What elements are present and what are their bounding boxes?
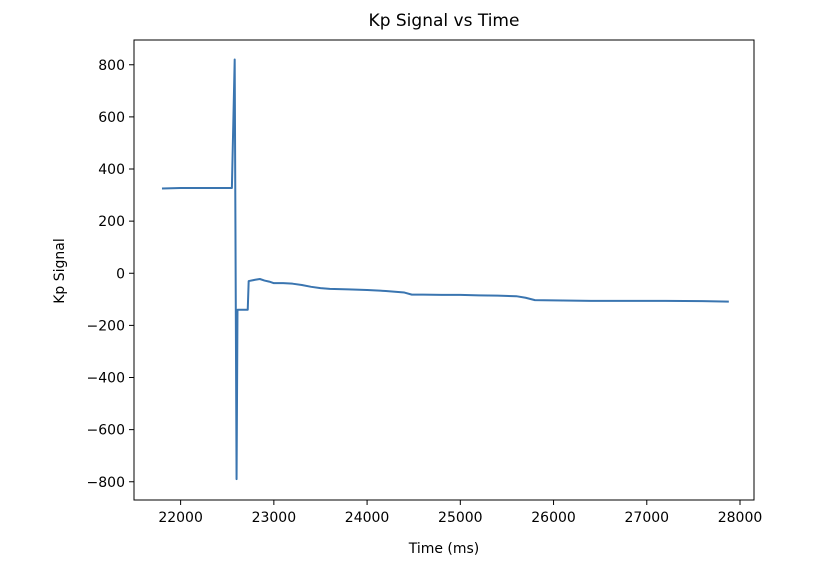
y-tick-label: −800 bbox=[87, 475, 125, 491]
x-tick-label: 24000 bbox=[345, 510, 390, 526]
chart-title: Kp Signal vs Time bbox=[369, 11, 520, 31]
x-axis-label: Time (ms) bbox=[408, 541, 480, 557]
x-tick-label: 28000 bbox=[718, 510, 763, 526]
y-axis-label: Kp Signal bbox=[52, 238, 68, 304]
x-tick-label: 23000 bbox=[252, 510, 297, 526]
y-tick-label: 800 bbox=[98, 58, 125, 74]
y-tick-label: 200 bbox=[98, 214, 125, 230]
y-tick-label: 0 bbox=[116, 266, 125, 282]
y-tick-label: −400 bbox=[87, 371, 125, 387]
x-tick-label: 25000 bbox=[438, 510, 483, 526]
y-tick-label: 400 bbox=[98, 162, 125, 178]
y-tick-label: 600 bbox=[98, 110, 125, 126]
y-ticks: −800 −600 −400 −200 0 200 400 600 800 bbox=[87, 58, 134, 491]
y-tick-label: −200 bbox=[87, 318, 125, 334]
plot-frame bbox=[133, 39, 755, 501]
x-ticks: 22000 23000 24000 25000 26000 27000 28000 bbox=[158, 500, 762, 526]
plot-layer bbox=[161, 58, 729, 481]
y-tick-label: −600 bbox=[87, 423, 125, 439]
x-tick-label: 26000 bbox=[531, 510, 576, 526]
series-line-0 bbox=[161, 58, 729, 481]
x-tick-label: 22000 bbox=[158, 510, 203, 526]
x-tick-label: 27000 bbox=[625, 510, 670, 526]
